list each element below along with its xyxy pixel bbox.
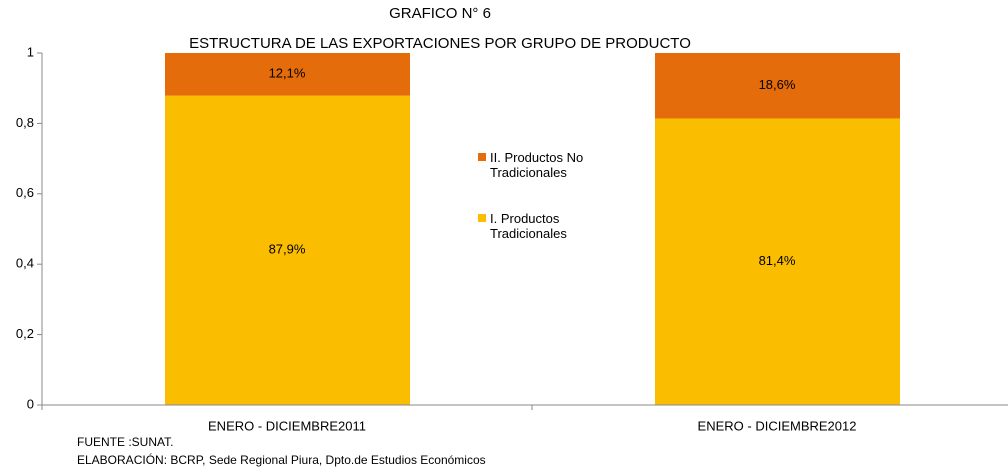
bar-segment	[655, 53, 900, 119]
legend-item: II. Productos No Tradicionales	[478, 150, 620, 180]
bar-segment	[165, 95, 410, 405]
y-tick-label: 0	[27, 396, 34, 411]
data-label: 81,4%	[759, 253, 796, 268]
note: ELABORACIÓN: BCRP, Sede Regional Piura, …	[77, 452, 486, 467]
y-tick-label: 1	[27, 44, 34, 59]
y-tick-label: 0,4	[16, 256, 34, 271]
y-tick-label: 0,2	[16, 326, 34, 341]
data-label: 12,1%	[269, 66, 306, 81]
legend-swatch	[478, 153, 486, 161]
chart-title: GRAFICO N° 6	[389, 5, 491, 22]
data-label: 87,9%	[269, 242, 306, 257]
y-tick-label: 0,6	[16, 185, 34, 200]
legend-swatch	[478, 214, 486, 222]
legend-label: I. Productos Tradicionales	[490, 211, 567, 241]
y-tick-label: 0,8	[16, 115, 34, 130]
legend-item: I. Productos Tradicionales	[478, 211, 620, 241]
legend-label: II. Productos No Tradicionales	[490, 150, 584, 180]
note: FUENTE :SUNAT.	[77, 435, 173, 449]
x-tick-label: ENERO - DICIEMBRE2011	[208, 418, 366, 433]
bar-segment	[165, 53, 410, 96]
bar-segment	[655, 118, 900, 406]
chart-subtitle: ESTRUCTURA DE LAS EXPORTACIONES POR GRUP…	[189, 35, 691, 52]
data-label: 18,6%	[759, 77, 796, 92]
x-tick-label: ENERO - DICIEMBRE2012	[698, 418, 857, 433]
